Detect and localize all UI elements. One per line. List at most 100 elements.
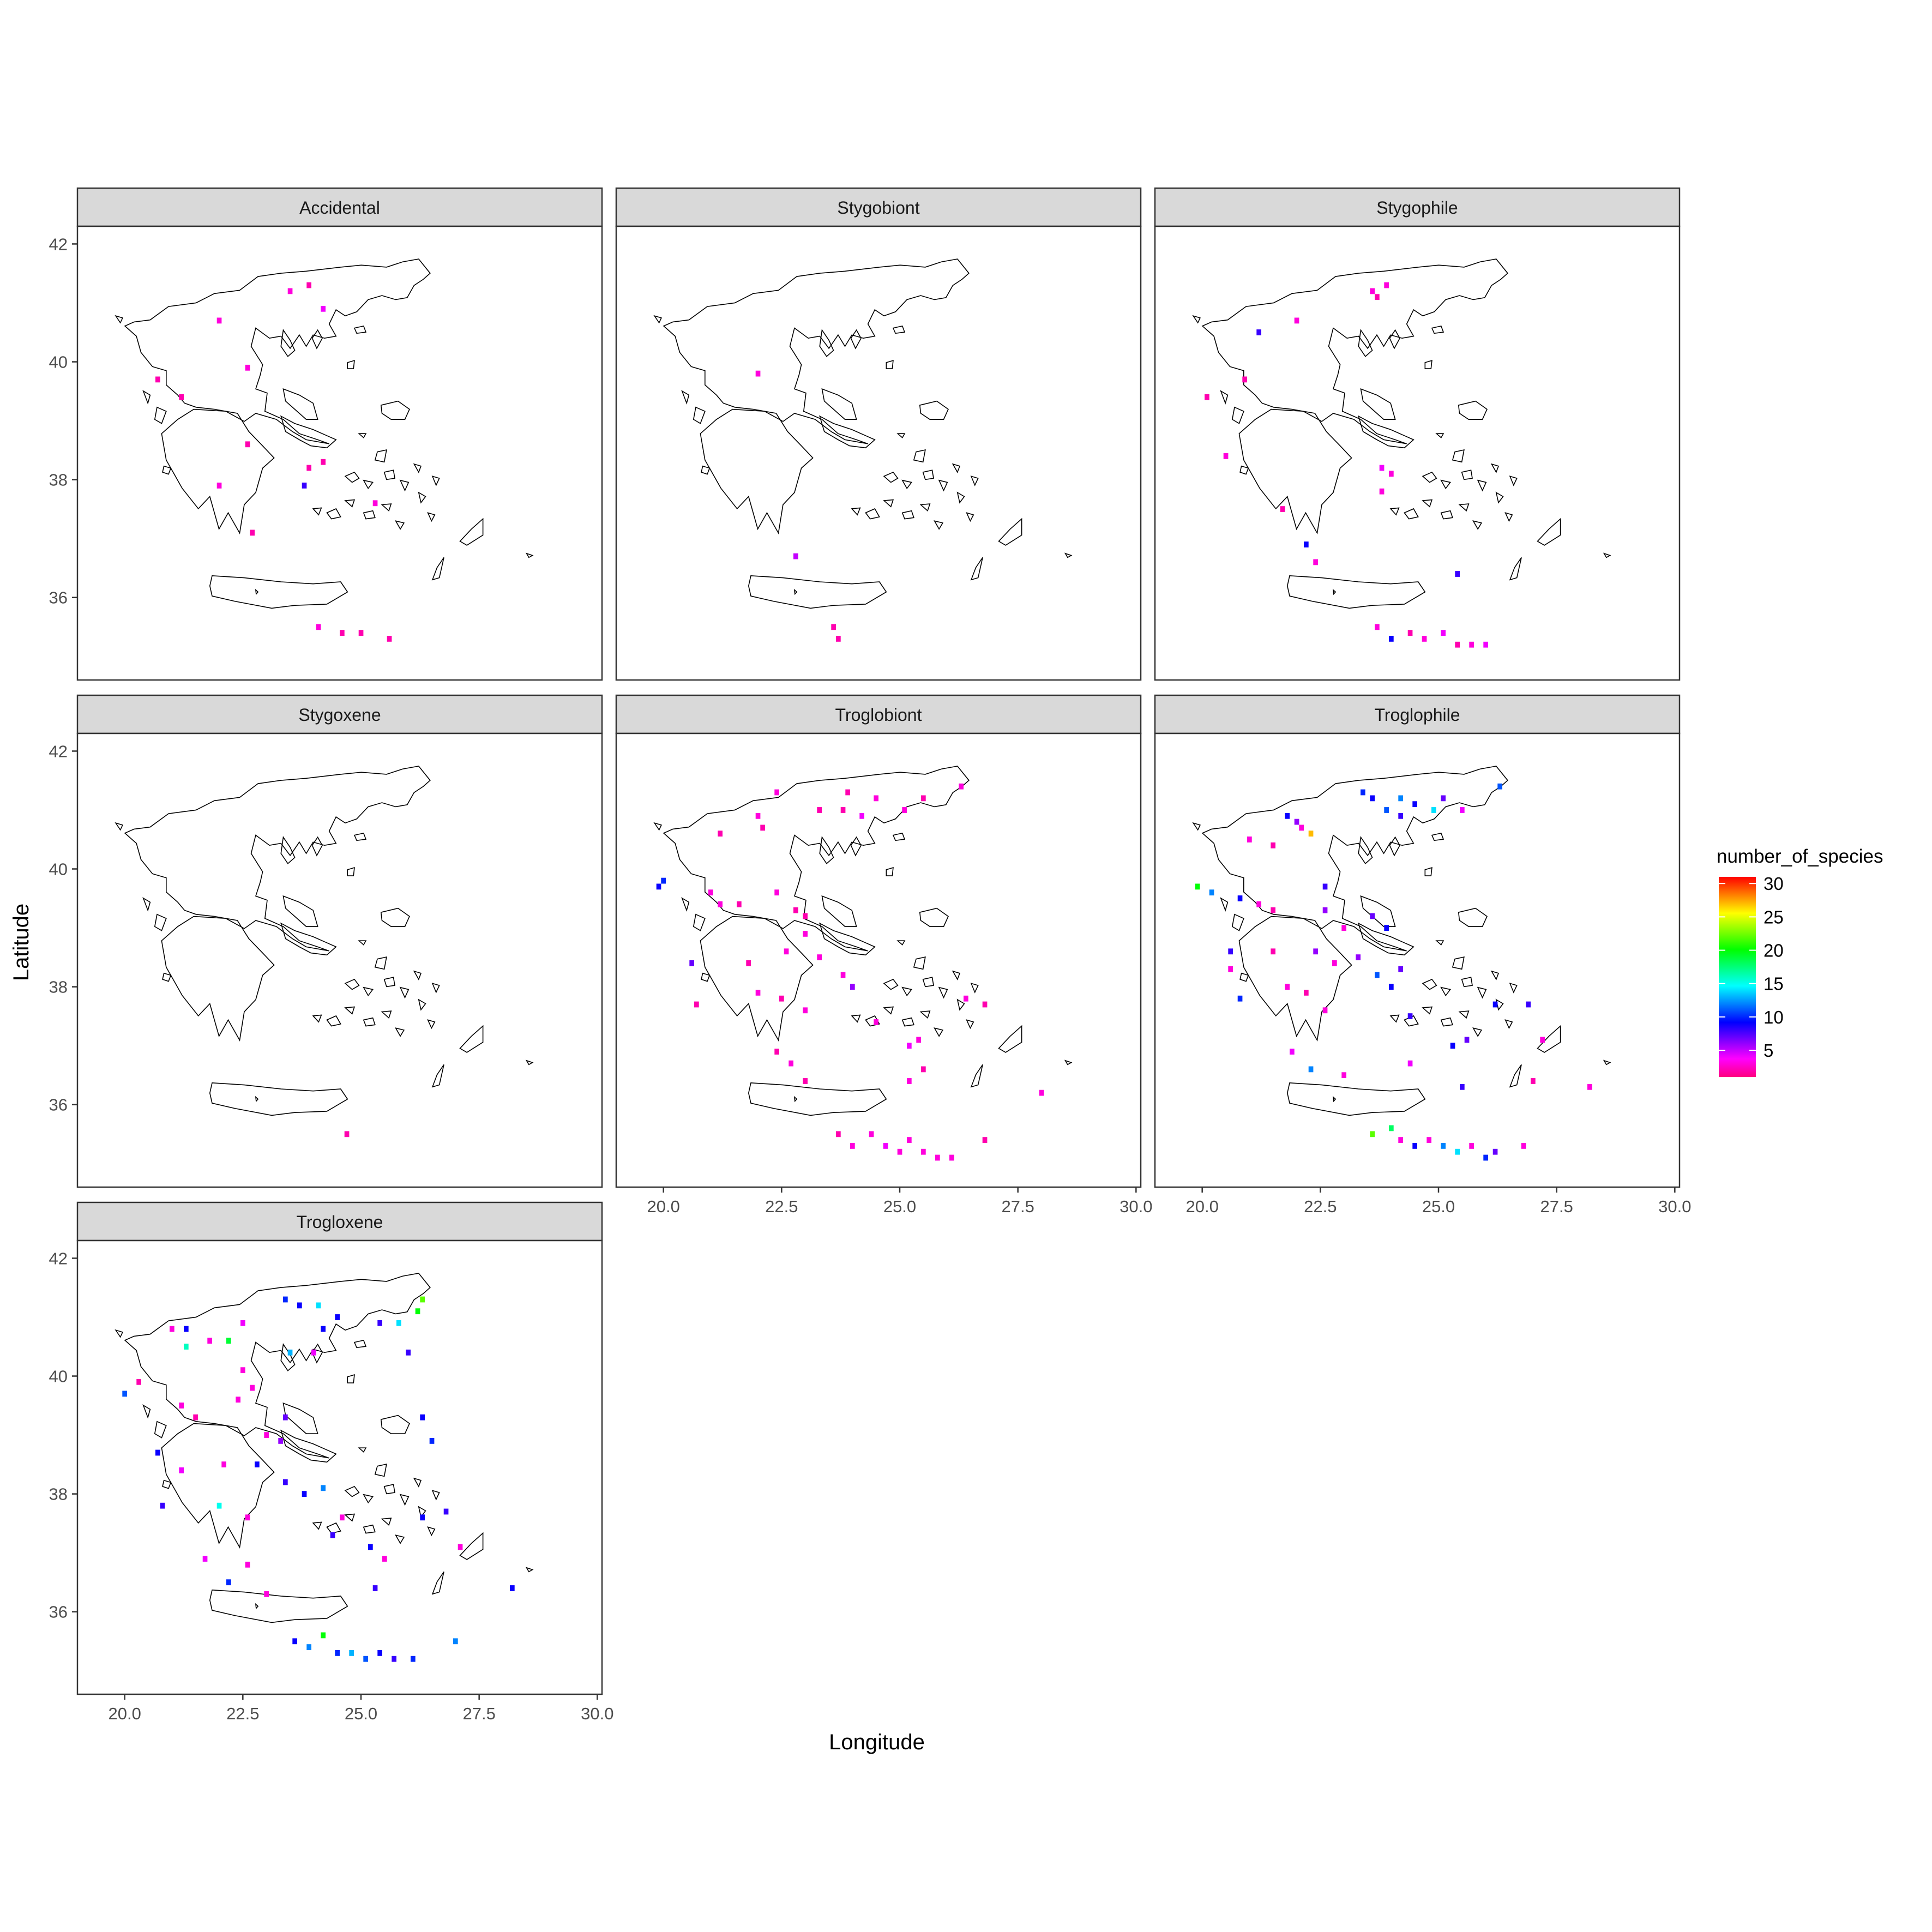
species-cell — [1341, 925, 1346, 931]
species-cell — [283, 1414, 288, 1421]
species-cell — [859, 812, 864, 819]
species-cell — [1322, 907, 1328, 913]
species-cell — [122, 1391, 127, 1397]
species-cell — [287, 1349, 293, 1356]
species-cell — [840, 972, 846, 978]
species-cell — [1195, 883, 1200, 890]
x-tick-label: 30.0 — [581, 1704, 613, 1723]
panel-border — [76, 1239, 603, 1695]
panel-background — [616, 733, 1141, 1187]
species-cell — [949, 1154, 954, 1161]
species-cell — [170, 1326, 174, 1332]
facet-strip-label: Accidental — [299, 198, 380, 218]
species-cell — [1271, 948, 1275, 955]
species-cell — [179, 394, 184, 400]
species-cell — [287, 288, 293, 294]
species-cell — [193, 1414, 198, 1421]
species-cell — [1237, 895, 1243, 901]
species-cell — [179, 1467, 184, 1473]
y-tick-label: 42 — [49, 234, 68, 254]
species-cell — [1313, 559, 1318, 565]
species-cell — [689, 960, 694, 966]
species-cell — [661, 877, 666, 884]
species-cell — [1237, 995, 1243, 1002]
species-cell — [836, 1131, 841, 1137]
species-cell — [311, 1349, 316, 1356]
species-cell — [344, 1131, 350, 1137]
legend-label: 15 — [1764, 974, 1784, 994]
species-cell — [1322, 883, 1328, 890]
legend-label: 20 — [1764, 941, 1784, 961]
species-cell — [1370, 795, 1375, 802]
color-legend: number_of_species 30 25 20 15 10 5 — [1717, 846, 1883, 1077]
species-cell — [1205, 394, 1209, 400]
species-cell — [240, 1367, 245, 1374]
y-tick-label: 38 — [49, 471, 68, 490]
species-cell — [1469, 641, 1474, 648]
x-tick-label: 27.5 — [1001, 1197, 1034, 1216]
species-cell — [803, 931, 808, 937]
species-cell — [916, 1037, 921, 1043]
facet-panel-accidental: Accidental — [77, 188, 602, 680]
species-cell — [306, 465, 311, 471]
y-tick-label: 36 — [49, 588, 68, 607]
species-cell — [340, 630, 345, 636]
species-cell — [1313, 948, 1318, 955]
species-cell — [755, 990, 761, 996]
species-cell — [283, 1479, 288, 1485]
species-cell — [411, 1656, 416, 1662]
x-axis-title: Longitude — [829, 1730, 925, 1754]
species-cell — [330, 1532, 335, 1538]
species-cell — [283, 1296, 288, 1303]
facet-strip — [76, 694, 603, 735]
species-cell — [774, 889, 779, 896]
x-tick-label: 30.0 — [1120, 1197, 1152, 1216]
species-cell — [1455, 641, 1460, 648]
species-cell — [1497, 783, 1502, 790]
species-cell — [1271, 907, 1275, 913]
species-cell — [321, 1632, 326, 1639]
species-cell — [1375, 972, 1380, 978]
y-tick-label: 40 — [49, 353, 68, 372]
species-cell — [1460, 807, 1465, 813]
species-cell — [340, 1514, 345, 1521]
species-cell — [216, 483, 222, 489]
species-cell — [1492, 1001, 1498, 1008]
species-cell — [335, 1650, 340, 1656]
species-cell — [1294, 317, 1299, 324]
facet-panel-trogloxene: Trogloxene — [77, 1202, 602, 1694]
species-cell — [1450, 1043, 1455, 1049]
species-cell — [656, 883, 661, 890]
species-cell — [1398, 812, 1403, 819]
species-cell — [921, 1148, 926, 1155]
facet-panel-stygophile: Stygophile — [1155, 188, 1680, 680]
species-cell — [817, 954, 822, 960]
x-tick-label: 22.5 — [1304, 1197, 1337, 1216]
species-cell — [1039, 1090, 1044, 1096]
species-cell — [1526, 1001, 1531, 1008]
species-cell — [1455, 571, 1460, 577]
species-cell — [368, 1544, 373, 1550]
facet-panel-stygoxene: Stygoxene — [77, 695, 602, 1187]
species-cell — [1441, 795, 1446, 802]
species-cell — [335, 1314, 340, 1320]
species-cell — [1483, 641, 1488, 648]
y-tick-label: 40 — [49, 860, 68, 879]
species-cell — [907, 1137, 912, 1143]
x-tick-label: 20.0 — [1185, 1197, 1218, 1216]
species-cell — [1271, 842, 1275, 848]
species-cell — [250, 529, 255, 536]
y-axis-title: Latitude — [9, 904, 33, 981]
species-cell — [207, 1338, 212, 1344]
species-cell — [155, 1449, 160, 1456]
species-cell — [1492, 1148, 1498, 1155]
facet-strip-label: Stygophile — [1376, 198, 1458, 218]
species-cell — [718, 830, 723, 837]
species-cell — [1455, 1148, 1460, 1155]
x-tick-label: 22.5 — [765, 1197, 798, 1216]
legend-label: 25 — [1764, 907, 1784, 927]
species-cell — [774, 789, 779, 796]
species-cell — [1304, 541, 1309, 547]
species-cell — [1441, 1143, 1446, 1149]
species-cell — [1389, 1125, 1394, 1131]
